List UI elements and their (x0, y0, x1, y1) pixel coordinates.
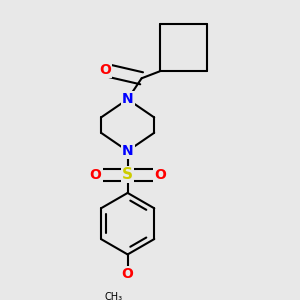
Text: S: S (122, 167, 133, 182)
Text: CH₃: CH₃ (105, 292, 123, 300)
Text: O: O (89, 168, 101, 182)
Text: N: N (122, 92, 134, 106)
Text: O: O (154, 168, 166, 182)
Text: O: O (99, 63, 111, 77)
Text: N: N (122, 144, 134, 158)
Text: O: O (122, 267, 134, 281)
